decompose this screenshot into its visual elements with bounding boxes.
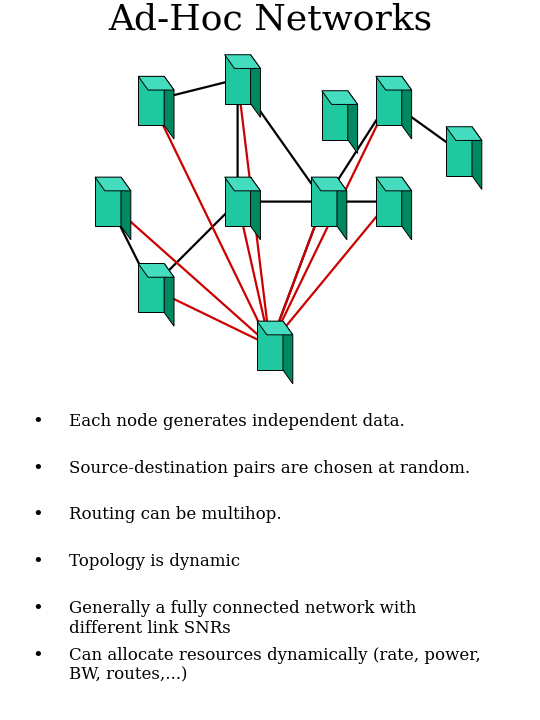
Polygon shape: [311, 177, 347, 191]
Polygon shape: [225, 55, 260, 68]
Text: Each node generates independent data.: Each node generates independent data.: [69, 413, 405, 430]
Polygon shape: [225, 177, 260, 191]
Text: •: •: [32, 459, 43, 477]
Polygon shape: [376, 177, 411, 191]
Polygon shape: [164, 76, 174, 139]
Text: Routing can be multihop.: Routing can be multihop.: [69, 506, 282, 523]
Polygon shape: [257, 321, 283, 370]
Polygon shape: [138, 264, 174, 277]
Polygon shape: [376, 177, 402, 226]
Polygon shape: [446, 127, 482, 140]
Polygon shape: [402, 177, 411, 240]
Polygon shape: [138, 76, 164, 125]
Polygon shape: [348, 91, 357, 153]
Polygon shape: [376, 76, 411, 90]
Polygon shape: [138, 264, 164, 312]
Polygon shape: [251, 177, 260, 240]
Text: Can allocate resources dynamically (rate, power,
BW, routes,...): Can allocate resources dynamically (rate…: [69, 647, 481, 684]
Polygon shape: [376, 76, 402, 125]
Polygon shape: [257, 321, 293, 335]
Text: •: •: [32, 413, 43, 431]
Text: •: •: [32, 554, 43, 572]
Polygon shape: [225, 55, 251, 104]
Text: •: •: [32, 600, 43, 618]
Text: Ad-Hoc Networks: Ad-Hoc Networks: [108, 2, 432, 36]
Text: Source-destination pairs are chosen at random.: Source-destination pairs are chosen at r…: [69, 459, 470, 477]
Text: •: •: [32, 647, 43, 665]
Text: Generally a fully connected network with
different link SNRs: Generally a fully connected network with…: [69, 600, 416, 637]
Polygon shape: [322, 91, 357, 104]
Polygon shape: [225, 177, 251, 226]
Polygon shape: [121, 177, 131, 240]
Polygon shape: [472, 127, 482, 189]
Polygon shape: [337, 177, 347, 240]
Polygon shape: [311, 177, 337, 226]
Polygon shape: [283, 321, 293, 384]
Polygon shape: [402, 76, 411, 139]
Polygon shape: [251, 55, 260, 117]
Text: Topology is dynamic: Topology is dynamic: [69, 554, 240, 570]
Polygon shape: [95, 177, 131, 191]
Polygon shape: [164, 264, 174, 326]
Polygon shape: [322, 91, 348, 140]
Polygon shape: [138, 76, 174, 90]
Polygon shape: [446, 127, 472, 176]
Text: •: •: [32, 506, 43, 524]
Polygon shape: [95, 177, 121, 226]
